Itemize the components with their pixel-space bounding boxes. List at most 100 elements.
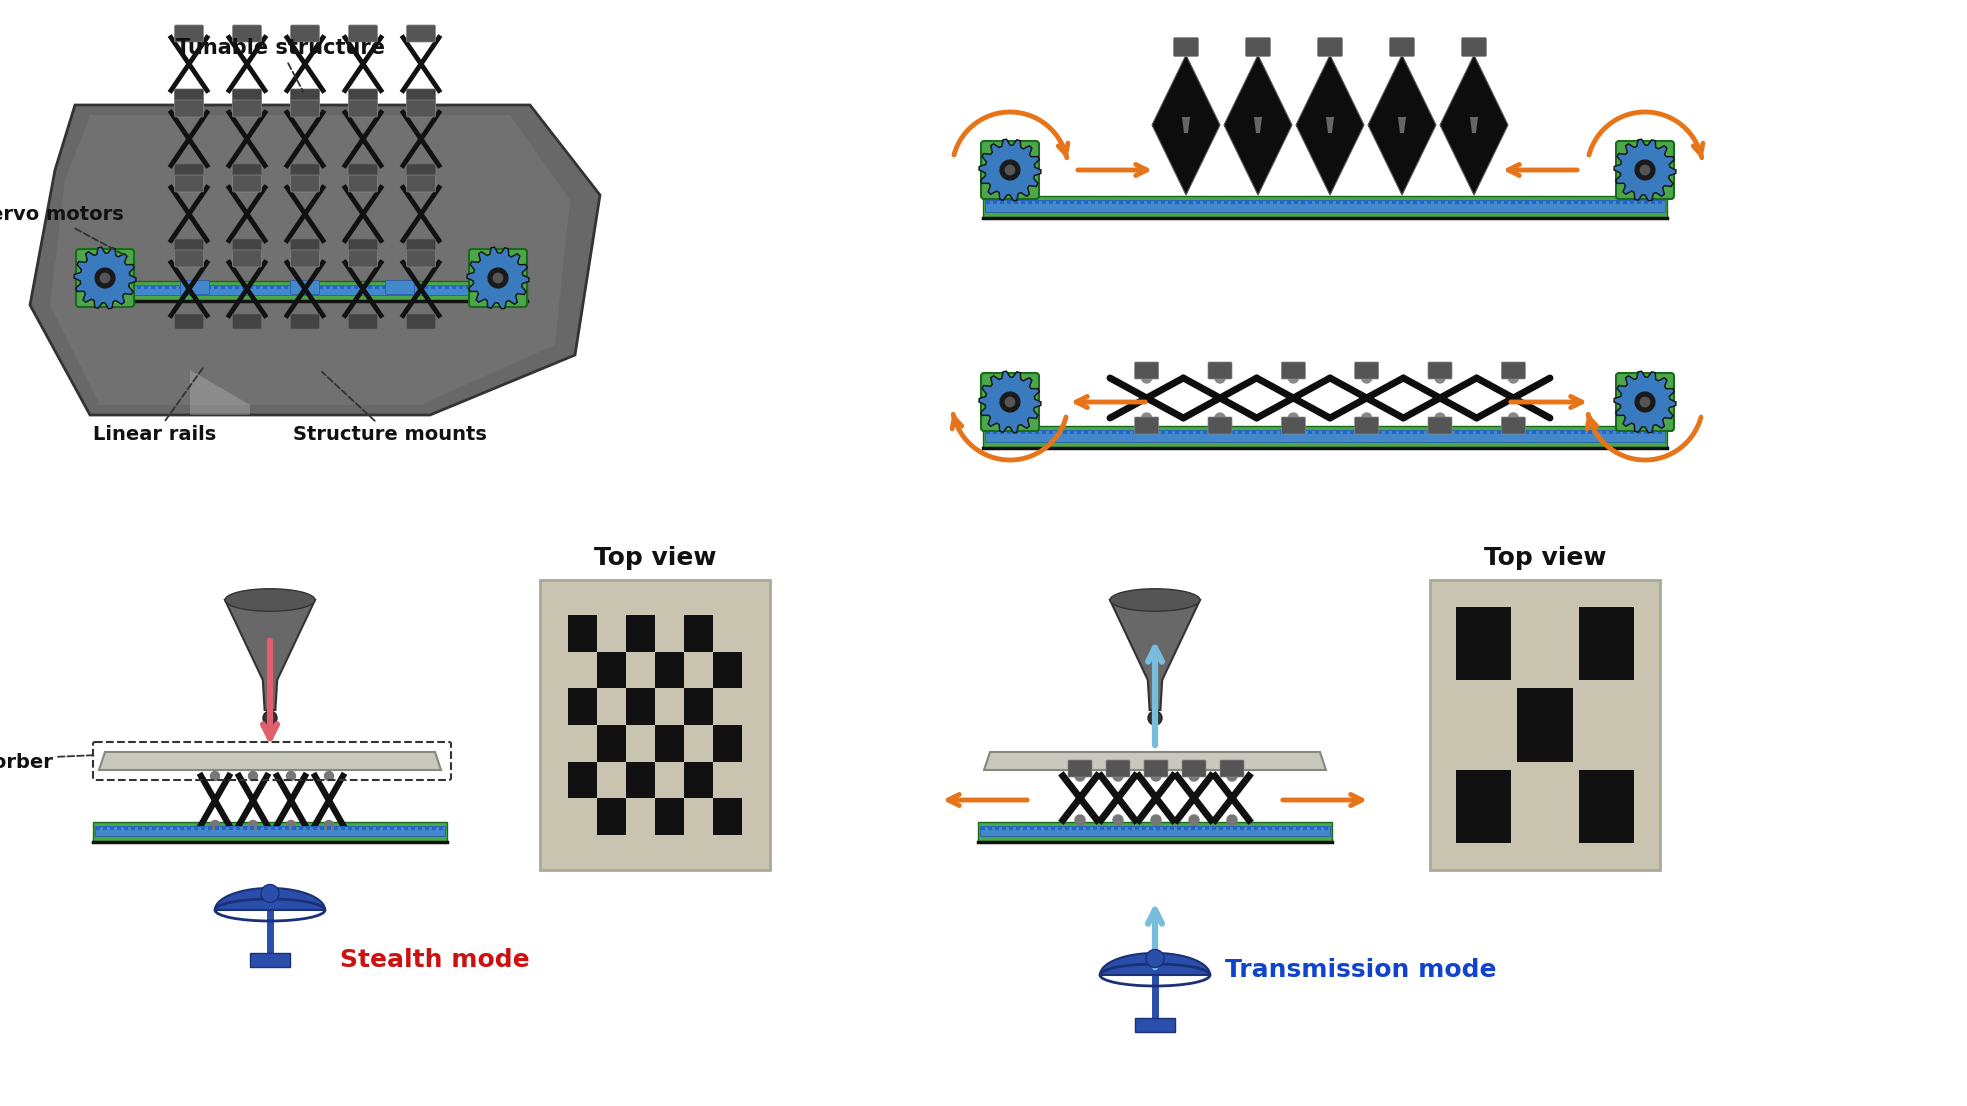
Bar (151, 826, 155, 830)
Polygon shape (1615, 139, 1676, 201)
Bar (222, 826, 226, 830)
Bar (568, 615, 596, 651)
Bar (1092, 200, 1096, 204)
Bar (1581, 430, 1585, 434)
Text: Tunable structure: Tunable structure (175, 38, 384, 93)
FancyBboxPatch shape (468, 249, 527, 307)
Bar (1601, 200, 1605, 204)
Bar (1489, 430, 1495, 434)
Polygon shape (1440, 55, 1509, 195)
Circle shape (1635, 160, 1654, 180)
Bar (1587, 430, 1591, 434)
Bar (596, 726, 626, 762)
Bar (1282, 826, 1286, 830)
Bar (297, 285, 303, 289)
Bar (626, 615, 655, 651)
Bar (256, 285, 260, 289)
Bar (1349, 430, 1353, 434)
FancyBboxPatch shape (175, 175, 203, 192)
Bar (94, 826, 445, 836)
FancyBboxPatch shape (1135, 417, 1159, 434)
Bar (1461, 200, 1465, 204)
FancyBboxPatch shape (982, 373, 1039, 431)
Bar (1296, 826, 1300, 830)
Bar (1349, 200, 1353, 204)
Bar (1056, 430, 1060, 434)
FancyBboxPatch shape (407, 164, 435, 179)
Bar (319, 285, 323, 289)
Text: Stealth mode: Stealth mode (340, 948, 529, 972)
Circle shape (325, 821, 334, 830)
Bar (132, 826, 136, 830)
FancyBboxPatch shape (407, 239, 435, 254)
Bar (714, 726, 742, 762)
Bar (1218, 200, 1222, 204)
FancyBboxPatch shape (175, 239, 203, 254)
FancyBboxPatch shape (407, 250, 435, 267)
Polygon shape (1255, 117, 1263, 133)
Circle shape (1005, 397, 1015, 407)
Bar (376, 826, 380, 830)
Bar (458, 285, 462, 289)
Bar (102, 826, 106, 830)
FancyBboxPatch shape (1617, 140, 1674, 199)
Bar (96, 826, 100, 830)
Polygon shape (214, 888, 325, 910)
Bar (1336, 200, 1340, 204)
Bar (291, 285, 295, 289)
Bar (1420, 200, 1424, 204)
Bar (1231, 200, 1235, 204)
FancyBboxPatch shape (1208, 362, 1231, 379)
Bar (1595, 200, 1599, 204)
Bar (1456, 607, 1511, 680)
Bar (313, 285, 317, 289)
Bar (1609, 430, 1613, 434)
Bar (1072, 826, 1076, 830)
Bar (1281, 430, 1284, 434)
Bar (1406, 430, 1410, 434)
Bar (1456, 430, 1460, 434)
Bar (201, 826, 205, 830)
Bar (250, 285, 254, 289)
Bar (1644, 430, 1648, 434)
Bar (1021, 430, 1025, 434)
Polygon shape (1615, 372, 1676, 432)
Bar (1546, 200, 1550, 204)
FancyBboxPatch shape (1208, 417, 1231, 434)
Bar (980, 826, 1330, 836)
Bar (1168, 200, 1172, 204)
Bar (1623, 200, 1627, 204)
Bar (1302, 826, 1306, 830)
Bar (1322, 200, 1326, 204)
Bar (1188, 430, 1194, 434)
Bar (389, 285, 393, 289)
Bar (124, 826, 128, 830)
Bar (1064, 826, 1068, 830)
Bar (1149, 826, 1153, 830)
Bar (1532, 430, 1536, 434)
Bar (228, 285, 232, 289)
Bar (568, 688, 596, 726)
Bar (1125, 200, 1129, 204)
Bar (1176, 826, 1180, 830)
Ellipse shape (1109, 588, 1200, 612)
Bar (494, 285, 498, 289)
Bar (403, 826, 407, 830)
Bar (1206, 826, 1210, 830)
FancyBboxPatch shape (1281, 362, 1306, 379)
Bar (1399, 200, 1402, 204)
Bar (1330, 200, 1334, 204)
Bar (1182, 430, 1186, 434)
FancyBboxPatch shape (291, 314, 319, 328)
Polygon shape (980, 372, 1041, 432)
Bar (1631, 200, 1635, 204)
Bar (116, 826, 122, 830)
Bar (1174, 200, 1178, 204)
Bar (1155, 200, 1159, 204)
Bar (1609, 200, 1613, 204)
Bar (1021, 200, 1025, 204)
Bar (1029, 200, 1033, 204)
Bar (1094, 826, 1098, 830)
Bar (714, 651, 742, 688)
Bar (271, 826, 275, 830)
